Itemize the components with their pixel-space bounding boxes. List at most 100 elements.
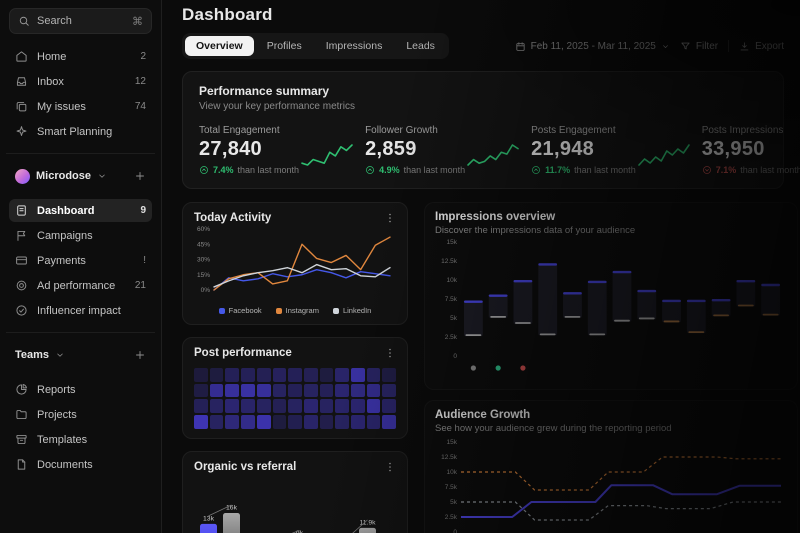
heatmap-cell[interactable] (303, 368, 318, 382)
heatmap-cell[interactable] (319, 399, 334, 414)
heatmap-cell[interactable] (335, 399, 350, 414)
legend-item-linkedin[interactable]: LinkedIn (332, 306, 372, 315)
heatmap-cell[interactable] (209, 368, 224, 382)
heatmap-cell[interactable] (288, 368, 302, 382)
sidebar-item-label: Inbox (37, 75, 64, 88)
box-icon (15, 433, 28, 446)
sidebar-item-my-issues[interactable]: My issues 74 (9, 95, 152, 118)
chevron-down-icon (97, 171, 107, 181)
sidebar-item-smart-planning[interactable]: Smart Planning (9, 120, 152, 143)
legend-label: Facebook (228, 306, 262, 315)
heatmap-cell[interactable] (335, 383, 350, 398)
content-column-right: Impressions overview Discover the impres… (424, 202, 800, 533)
heatmap-cell[interactable] (351, 368, 365, 382)
tab-profiles[interactable]: Profiles (266, 40, 302, 52)
heatmap-cell[interactable] (241, 383, 255, 398)
svg-text:15k: 15k (447, 439, 458, 446)
today-activity-title: Today Activity (194, 212, 272, 224)
heatmap-cell[interactable] (241, 415, 255, 429)
heatmap-cell[interactable] (272, 368, 287, 382)
sidebar-item-influencer-impact[interactable]: Influencer impact (9, 299, 152, 322)
sidebar-item-payments[interactable]: Payments! (9, 249, 152, 272)
tab-overview[interactable]: Overview (185, 36, 254, 56)
heatmap-cell[interactable] (225, 415, 240, 429)
sidebar-item-dashboard[interactable]: Dashboard 9 (9, 199, 152, 222)
heatmap-cell[interactable] (366, 368, 381, 382)
heatmap-cell[interactable] (256, 383, 271, 398)
svg-text:15k: 15k (447, 239, 458, 246)
metric-posts-impressions: Posts Impressions 33,950 7.1% than last mon… (702, 125, 800, 175)
heatmap-cell[interactable] (382, 368, 397, 382)
chevron-down-icon (55, 350, 65, 360)
heatmap-cell[interactable] (366, 383, 381, 398)
export-button[interactable]: Export (739, 41, 784, 52)
sidebar-item-home[interactable]: Home 2 (9, 45, 152, 68)
legend-label: Instagram (285, 306, 319, 315)
heatmap-cell[interactable] (225, 383, 240, 398)
teams-section-header[interactable]: Teams (9, 343, 152, 367)
heatmap-cell[interactable] (303, 399, 318, 414)
heatmap-cell[interactable] (351, 415, 365, 429)
sidebar-item-reports[interactable]: Reports (9, 378, 152, 401)
heatmap-cell[interactable] (288, 415, 302, 429)
kebab-menu-icon[interactable] (384, 347, 396, 359)
heatmap-cell[interactable] (241, 368, 255, 382)
heatmap-cell[interactable] (382, 399, 397, 414)
heatmap-cell[interactable] (272, 383, 287, 398)
heatmap-cell[interactable] (319, 368, 334, 382)
post-performance-title: Post performance (194, 347, 292, 359)
calendar-icon (515, 41, 526, 52)
sidebar-item-campaigns[interactable]: Campaigns (9, 224, 152, 247)
heatmap-cell[interactable] (209, 399, 224, 414)
heatmap-cell[interactable] (194, 415, 208, 429)
sidebar-item-inbox[interactable]: Inbox 12 (9, 70, 152, 93)
post-performance-heatmap (194, 368, 397, 429)
heatmap-cell[interactable] (194, 383, 208, 398)
heatmap-cell[interactable] (288, 399, 302, 414)
legend-item-instagram[interactable]: Instagram (275, 306, 319, 315)
kebab-menu-icon[interactable] (384, 461, 396, 473)
sidebar-item-documents[interactable]: Documents (9, 453, 152, 476)
heatmap-cell[interactable] (303, 383, 318, 398)
heatmap-cell[interactable] (194, 368, 208, 382)
heatmap-cell[interactable] (366, 415, 381, 429)
heatmap-cell[interactable] (272, 399, 287, 414)
heatmap-cell[interactable] (382, 383, 397, 398)
arrow-up-circle-icon (199, 165, 209, 175)
heatmap-cell[interactable] (351, 383, 365, 398)
heatmap-cell[interactable] (241, 399, 255, 414)
heatmap-cell[interactable] (194, 399, 208, 414)
heatmap-cell[interactable] (319, 383, 334, 398)
legend-label: LinkedIn (342, 306, 372, 315)
sidebar-item-projects[interactable]: Projects (9, 403, 152, 426)
tab-impressions[interactable]: Impressions (325, 40, 383, 52)
search-input[interactable]: Search ⌘ (9, 8, 152, 34)
teams-add-button[interactable] (134, 349, 146, 361)
workspace-add-button[interactable] (134, 170, 146, 182)
heatmap-cell[interactable] (366, 399, 381, 414)
legend-item-facebook[interactable]: Facebook (218, 306, 262, 315)
heatmap-cell[interactable] (382, 415, 397, 429)
filter-button[interactable]: Filter (680, 41, 718, 52)
heatmap-cell[interactable] (256, 415, 271, 429)
date-range-picker[interactable]: Feb 11, 2025 - Mar 11, 2025 (515, 41, 670, 52)
heatmap-cell[interactable] (256, 399, 271, 414)
heatmap-cell[interactable] (288, 383, 302, 398)
heatmap-cell[interactable] (351, 399, 365, 414)
sidebar-item-ad-performance[interactable]: Ad performance 21 (9, 274, 152, 297)
heatmap-cell[interactable] (335, 415, 350, 429)
heatmap-cell[interactable] (303, 415, 318, 429)
workspace-switcher[interactable]: Microdose (9, 164, 152, 188)
heatmap-cell[interactable] (209, 415, 224, 429)
kebab-menu-icon[interactable] (384, 212, 396, 224)
heatmap-cell[interactable] (319, 415, 334, 429)
tab-leads[interactable]: Leads (406, 40, 435, 52)
heatmap-cell[interactable] (209, 383, 224, 398)
metric-change: 7.1% than last month (702, 165, 800, 175)
sidebar-item-templates[interactable]: Templates (9, 428, 152, 451)
heatmap-cell[interactable] (256, 368, 271, 382)
heatmap-cell[interactable] (272, 415, 287, 429)
heatmap-cell[interactable] (225, 399, 240, 414)
heatmap-cell[interactable] (225, 368, 240, 382)
heatmap-cell[interactable] (335, 368, 350, 382)
